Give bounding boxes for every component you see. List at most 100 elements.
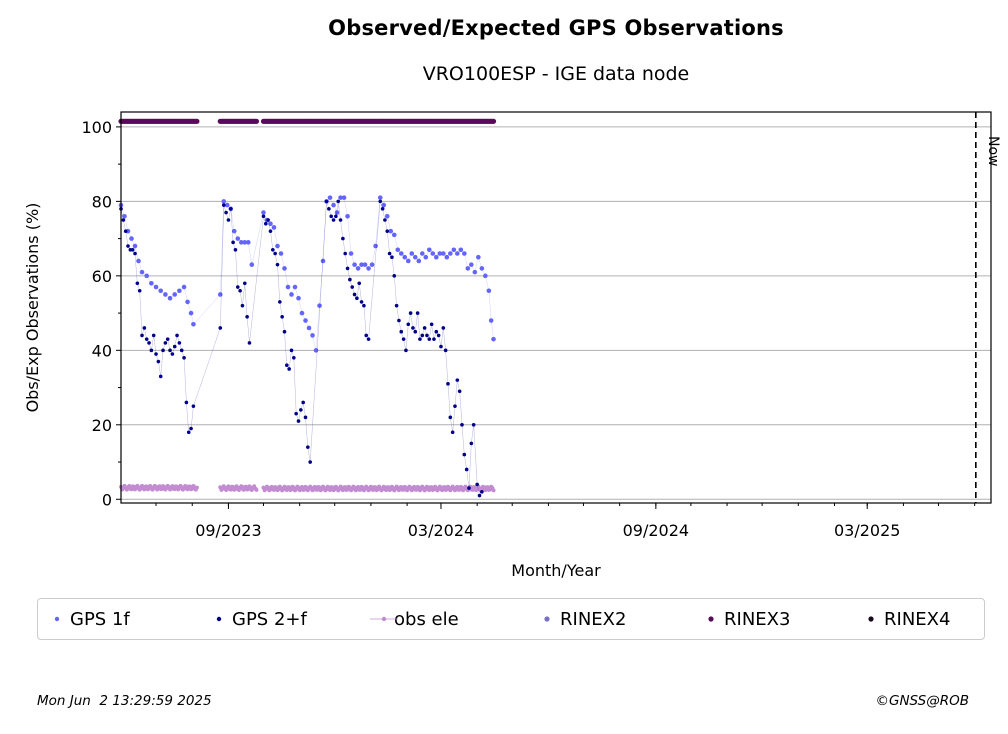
gps-2f-point: [350, 285, 355, 289]
gps-2f-point: [224, 210, 228, 215]
gps-2f-point: [186, 430, 191, 435]
gps-2f-point: [184, 400, 189, 405]
gps-2f-point: [133, 251, 137, 256]
rinex3-series: [118, 118, 497, 124]
gps-2f-point: [170, 352, 175, 356]
gps-1f-point: [345, 213, 350, 219]
gps-2f-point: [303, 415, 308, 420]
gps-2f-point: [387, 251, 392, 256]
gps-2f-point: [289, 348, 294, 353]
gps-2f-line: [120, 201, 482, 497]
gps-2f-point: [425, 333, 429, 338]
gps-1f-point: [238, 240, 244, 245]
gps-2f-point: [135, 281, 140, 286]
gps-1f-point: [285, 284, 291, 290]
gps-1f-point: [153, 284, 159, 290]
legend-item-rinex4: RINEX4: [858, 607, 950, 631]
gps-2f-point: [130, 247, 135, 252]
legend-marker-gps-2f: [206, 607, 232, 631]
timestamp: Mon Jun 2 13:29:59 2025: [37, 693, 212, 709]
gps-2f-point: [392, 274, 397, 278]
gps-2f-point: [427, 337, 432, 341]
y-tick-label: 20: [92, 416, 112, 435]
rinex3-point: [490, 118, 497, 124]
gps-2f-point: [471, 423, 476, 427]
gps-2f-point: [191, 404, 196, 408]
gps-2f-point: [278, 300, 282, 304]
gps-2f-point: [221, 203, 226, 207]
gps-2f-point: [345, 266, 350, 271]
gps-1f-point: [483, 273, 488, 279]
gps-1f-point: [486, 288, 492, 294]
gps-2f-point: [175, 333, 179, 338]
gps-2f-point: [161, 348, 165, 353]
gps-1f-point: [476, 254, 481, 260]
gps-1f-point: [423, 254, 429, 260]
gps-1f-point: [320, 258, 326, 264]
gps-2f-point: [336, 199, 341, 204]
gps-2f-point: [294, 411, 298, 416]
gps-1f-point: [129, 236, 134, 241]
gps-1f-point: [289, 292, 294, 297]
gps-1f-point: [177, 288, 182, 294]
gps-2f-point: [406, 322, 411, 327]
gps-2f-point: [123, 229, 128, 233]
chart-title: Observed/Expected GPS Observations: [328, 16, 784, 40]
legend-label-rinex4: RINEX4: [884, 608, 951, 630]
plot-frame: [120, 111, 992, 504]
gps-1f-point: [224, 202, 230, 208]
gps-2f-point: [292, 355, 296, 360]
gps-1f-point: [331, 202, 336, 208]
x-tick-label: 03/2025: [834, 521, 900, 540]
gps-1f-point: [271, 225, 277, 230]
y-axis-label: Obs/Exp Observations (%): [23, 203, 42, 413]
legend: GPS 1f GPS 2+f obs ele RINEX2 RINEX3 RIN…: [37, 598, 985, 640]
gps-2f-point: [429, 322, 434, 327]
gps-2f-point: [218, 326, 223, 330]
gps-1f-point: [409, 251, 415, 256]
gps-2f-point: [455, 378, 460, 382]
gps-2f-point: [299, 408, 303, 412]
gps-1f-point: [458, 247, 464, 253]
gps-2f-point: [189, 426, 193, 431]
gps-1f-point: [334, 210, 340, 215]
gps-1f-point: [261, 210, 266, 215]
legend-marker-rinex3: [698, 607, 724, 631]
gps-1f-point: [469, 262, 474, 267]
gps-1f-point: [398, 251, 404, 256]
gps-2f-point: [390, 255, 394, 260]
x-tick-label: 09/2024: [623, 521, 689, 540]
obs-ele-point: [491, 488, 496, 493]
gps-2f-point: [245, 315, 249, 319]
gps-2f-point: [301, 400, 305, 405]
legend-marker-rinex2: [534, 607, 560, 631]
gps-2f-point: [450, 430, 455, 435]
gps-2f-point: [296, 419, 301, 423]
gps-1f-point: [235, 236, 241, 241]
legend-marker-obs-ele: [368, 607, 398, 631]
gps-1f-point: [275, 243, 280, 249]
gps-2f-point: [264, 221, 268, 226]
gps-1f-point: [158, 288, 164, 294]
gps-2f-point: [441, 326, 446, 330]
gps-1f-point: [426, 247, 432, 253]
gps-2f-series: [119, 199, 484, 498]
gps-2f-point: [399, 329, 404, 334]
gps-2f-point: [477, 493, 482, 498]
gps-2f-point: [140, 333, 144, 338]
gps-2f-point: [460, 423, 464, 427]
gps-1f-point: [462, 251, 467, 256]
gps-1f-point: [149, 280, 154, 286]
gps-1f-point: [139, 269, 145, 275]
gps-1f-point: [465, 266, 471, 271]
gps-2f-point: [179, 348, 184, 353]
obs-ele-point: [194, 485, 199, 490]
gps-2f-point: [348, 277, 352, 282]
gps-1f-point: [412, 254, 418, 260]
gps-2f-point: [163, 341, 168, 345]
gps-2f-point: [401, 337, 406, 341]
gps-1f-point: [282, 266, 287, 271]
x-tick-label: 09/2023: [195, 521, 261, 540]
gps-2f-point: [475, 482, 479, 487]
